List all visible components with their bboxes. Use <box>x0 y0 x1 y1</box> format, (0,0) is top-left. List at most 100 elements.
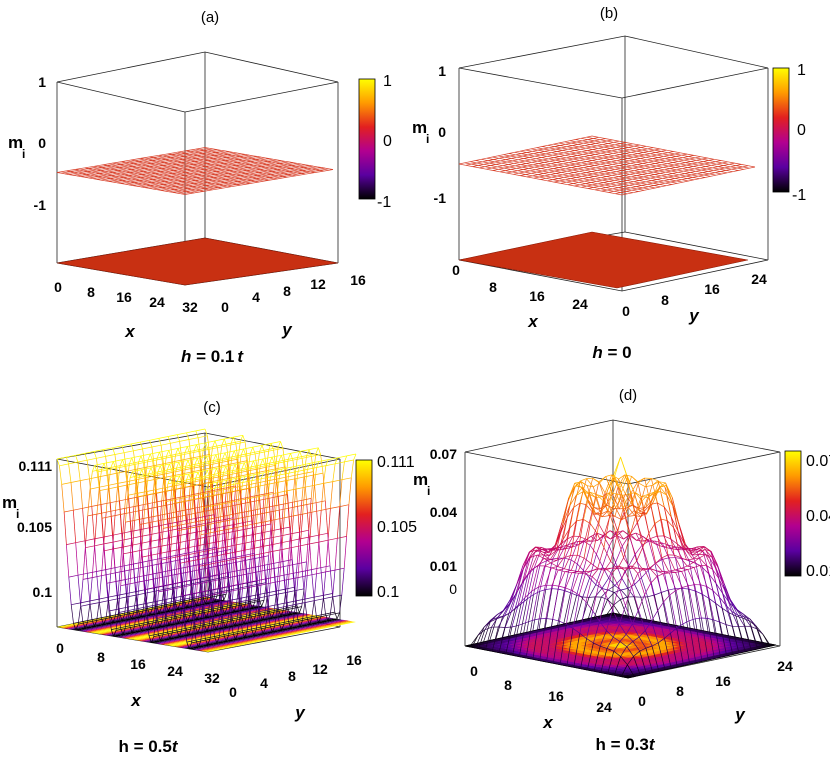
panel-b-surface-line <box>592 183 598 186</box>
panel-b-surface-line <box>569 140 577 143</box>
panel-b-surface-line <box>644 188 650 191</box>
panel-c-surface-line <box>255 613 265 617</box>
panel-a-surface-line <box>241 170 251 174</box>
panel-b-surface-line <box>529 170 537 173</box>
panel-c-surface-line <box>175 448 179 455</box>
panel-c-surface-line <box>280 526 290 530</box>
panel-c-surface-line <box>170 441 180 444</box>
panel-b-surface-line <box>573 172 581 175</box>
panel-b-surface-line <box>642 172 648 175</box>
panel-c-surface-line <box>285 478 296 481</box>
panel-c-surface-line <box>92 575 102 578</box>
panel-c-surface-line <box>213 622 217 630</box>
panel-b-surface-line <box>557 174 563 177</box>
panel-a-surface-line <box>105 166 116 169</box>
panel-c-surface-line <box>216 593 227 597</box>
panel-b-surface-line <box>600 188 608 191</box>
panel-c-surface-line <box>265 576 275 580</box>
panel-a-surface-line <box>175 175 185 178</box>
panel-a-surface-line <box>168 170 178 174</box>
panel-c-surface-line <box>299 529 309 533</box>
panel-c-surface-line <box>258 599 262 607</box>
panel-c-surface-line <box>159 620 163 628</box>
panel-c-surface-line <box>224 524 234 527</box>
panel-b-surface-line <box>639 169 647 172</box>
panel-a-surface-line <box>156 187 167 191</box>
panel-c-surface-line <box>283 459 293 463</box>
panel-c-x-tick: 8 <box>97 649 105 665</box>
panel-b-surface-line <box>697 172 703 175</box>
panel-b-surface-line <box>593 136 599 139</box>
panel-a-surface-line <box>178 156 189 160</box>
panel-b-surface-line <box>613 165 620 168</box>
panel-c-surface-line <box>211 605 221 608</box>
panel-c-surface-line <box>108 483 118 486</box>
panel-c-surface-line <box>124 612 134 616</box>
panel-b-surface-line <box>537 160 545 163</box>
panel-c-surface-line <box>134 624 144 627</box>
panel-c-surface-line <box>320 614 331 617</box>
panel-b-surface-line <box>614 154 620 157</box>
panel-c-surface-line <box>235 441 246 445</box>
panel-c-surface-line <box>320 454 324 474</box>
panel-b-surface-line <box>646 159 654 162</box>
panel-c-surface-line <box>235 476 246 479</box>
panel-b-surface-line <box>679 162 686 165</box>
panel-b-surface-line <box>648 149 655 152</box>
panel-c-surface-line <box>276 480 287 483</box>
panel-a-surface-line <box>277 167 287 170</box>
panel-b-surface-line <box>554 146 562 149</box>
panel-c-surface-line <box>185 612 195 615</box>
panel-b-surface-line <box>529 169 536 172</box>
panel-a-surface-line <box>189 180 200 184</box>
panel-a-surface-line <box>273 166 283 170</box>
panel-a-surface-line <box>140 156 150 159</box>
panel-a-surface-line <box>186 189 196 192</box>
panel-c-surface-line <box>203 442 207 449</box>
panel-b-surface-line <box>594 174 600 177</box>
panel-b-surface-line <box>595 141 602 144</box>
panel-c-surface-line <box>242 520 253 524</box>
panel-b-surface-line <box>579 170 587 173</box>
panel-a-surface-line <box>124 163 134 166</box>
panel-a-surface-line <box>236 173 246 176</box>
panel-c-surface-line <box>220 603 231 607</box>
panel-b-surface-line <box>518 171 525 174</box>
panel-b-surface-line <box>500 159 506 162</box>
panel-a-surface-line <box>250 178 261 181</box>
panel-a-surface-line <box>279 161 290 164</box>
panel-c-surface-line <box>171 485 175 513</box>
panel-b-surface-line <box>573 147 581 150</box>
panel-c-surface-line <box>103 534 113 538</box>
panel-c-surface-line <box>202 596 206 605</box>
panel-b-surface-line <box>703 174 711 177</box>
panel-c-surface-line <box>191 556 195 584</box>
panel-b-surface-line <box>690 170 696 173</box>
panel-b-surface-line <box>580 137 588 140</box>
panel-c-surface-line <box>253 539 263 542</box>
panel-a-surface-line <box>191 155 202 159</box>
panel-b-surface-line <box>631 176 638 179</box>
panel-c-surface-line <box>111 514 121 517</box>
panel-c-surface-line <box>241 452 251 456</box>
panel-a-surface-line <box>256 176 266 179</box>
panel-c-surface-line <box>64 509 74 513</box>
panel-a-xlabel: x <box>124 322 136 341</box>
panel-c-surface-line <box>202 619 206 639</box>
panel-c-surface-line <box>132 471 136 479</box>
panel-c-surface-line <box>135 467 146 470</box>
panel-c-surface-line <box>203 620 213 624</box>
panel-b-surface-line <box>599 149 606 152</box>
panel-c-surface-line <box>183 495 194 499</box>
panel-a-surface-line <box>257 164 267 167</box>
panel-c-surface-line <box>318 532 328 536</box>
panel-b-surface-line <box>526 150 533 153</box>
panel-b-surface-line <box>701 168 707 171</box>
panel-b-surface-line <box>529 157 537 160</box>
panel-c-surface-line <box>153 585 163 589</box>
panel-b-surface-line <box>476 161 483 164</box>
panel-b-surface-line <box>631 189 639 192</box>
panel-b-surface-line <box>551 176 559 179</box>
panel-b-surface-line <box>581 151 589 154</box>
panel-c-surface-line <box>156 616 166 620</box>
